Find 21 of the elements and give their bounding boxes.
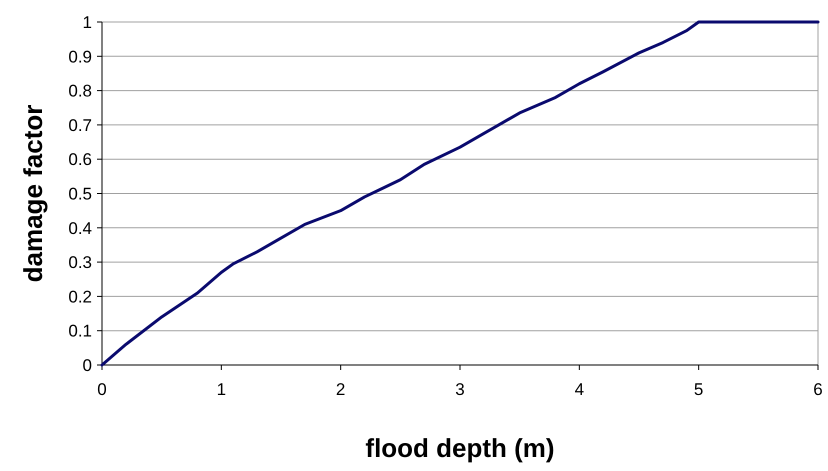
y-tick-label: 0.2 bbox=[68, 287, 92, 306]
y-tick-label: 0.1 bbox=[68, 322, 92, 341]
x-tick-label: 2 bbox=[336, 380, 346, 399]
y-tick-label: 0.6 bbox=[68, 150, 92, 170]
y-tick-label: 0 bbox=[82, 356, 92, 375]
x-tick-label: 1 bbox=[216, 380, 226, 399]
y-tick-label: 0.7 bbox=[68, 116, 92, 135]
x-axis-title: flood depth (m) bbox=[365, 433, 555, 463]
y-tick-label: 0.3 bbox=[68, 253, 92, 272]
y-tick-label: 1 bbox=[82, 12, 92, 32]
y-tick-label: 0.9 bbox=[68, 47, 92, 66]
x-tick-label: 4 bbox=[574, 380, 584, 399]
x-tick-label: 0 bbox=[97, 380, 107, 399]
y-tick-label: 0.8 bbox=[68, 82, 92, 101]
y-axis-title: damage factor bbox=[18, 104, 48, 282]
y-tick-label: 0.4 bbox=[68, 218, 92, 238]
x-tick-label: 3 bbox=[455, 380, 465, 399]
line-series bbox=[100, 20, 820, 366]
x-tick-label: 6 bbox=[813, 380, 823, 399]
x-tick-label: 5 bbox=[694, 380, 704, 399]
y-tick-label: 0.5 bbox=[68, 184, 92, 204]
